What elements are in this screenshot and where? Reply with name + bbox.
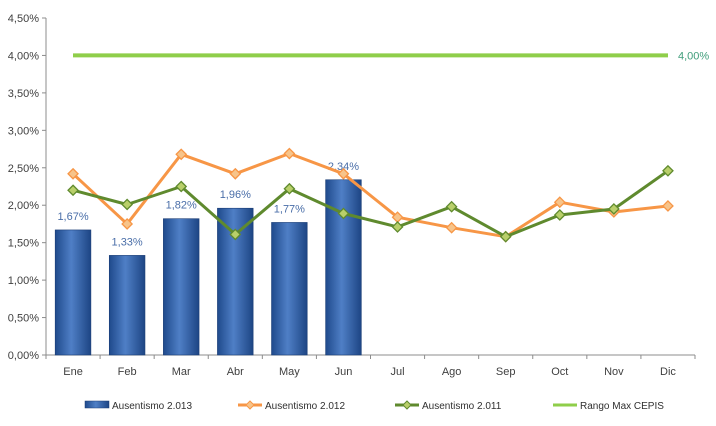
y-tick-label: 4,50% (8, 13, 39, 25)
series-marker-1 (283, 147, 296, 160)
legend-marker (245, 400, 255, 410)
legend-label: Ausentismo 2.013 (112, 401, 192, 412)
x-tick-label: Abr (227, 366, 244, 378)
series-marker-2 (229, 228, 242, 241)
y-tick-label: 0,50% (8, 313, 39, 325)
series-marker-1 (175, 148, 188, 161)
x-tick-label: May (279, 366, 300, 378)
y-tick-label: 2,50% (8, 163, 39, 175)
series-marker-1 (337, 167, 350, 180)
y-tick-label: 0,00% (8, 350, 39, 362)
legend-label: Rango Max CEPIS (580, 401, 664, 412)
series-marker-2 (121, 198, 134, 211)
legend-label: Ausentismo 2.011 (422, 401, 502, 412)
bar-feb (108, 255, 146, 356)
series-marker-1 (229, 167, 242, 180)
x-tick-label: Ene (63, 366, 83, 378)
series-marker-2 (662, 164, 674, 177)
series-marker-1 (445, 221, 458, 234)
legend-swatch-bar (84, 400, 110, 409)
bar-ene (54, 229, 92, 356)
series-marker-1 (553, 196, 566, 209)
bar-jun (325, 179, 362, 356)
x-tick-label: Jul (391, 366, 405, 378)
series-marker-2 (499, 230, 512, 243)
bar-data-label: 1,96% (220, 189, 251, 201)
x-tick-label: Sep (496, 366, 516, 378)
series-marker-1 (67, 167, 79, 180)
x-tick-label: Mar (172, 366, 191, 378)
series-line-2 (72, 169, 669, 239)
series-marker-2 (283, 182, 296, 195)
series-marker-2 (607, 203, 620, 215)
range-end-label: 4,00% (678, 50, 709, 62)
legend: Ausentismo 2.013 Ausentismo 2.012 Ausentis… (84, 400, 664, 412)
x-tick-label: Oct (551, 366, 568, 378)
legend-marker (402, 400, 412, 410)
y-tick-label: 3,50% (8, 88, 39, 100)
series-marker-2 (175, 180, 188, 193)
series-line-1 (71, 152, 669, 239)
x-tick-label: Jun (335, 366, 353, 378)
bar-data-label: 1,82% (166, 200, 197, 212)
plot-area: 0,00% 0,50% 1,00% 1,50% 2,00% 2,50% 3,00% 3,50%… (8, 13, 710, 378)
y-tick-label: 3,00% (8, 125, 39, 137)
series-marker-2 (67, 184, 79, 197)
series-marker-1 (662, 200, 674, 212)
y-tick-label: 2,00% (8, 200, 39, 212)
bar-mar (163, 218, 200, 356)
series-marker-2 (445, 200, 458, 213)
bar-data-label: 1,67% (57, 211, 88, 223)
series-marker-2 (553, 209, 566, 221)
bar-may (271, 222, 308, 356)
bar-data-label: 1,33% (112, 236, 143, 248)
y-tick-label: 1,00% (8, 275, 39, 287)
x-tick-label: Dic (660, 366, 676, 378)
bar-data-label: 1,77% (274, 203, 305, 215)
x-tick-label: Nov (604, 366, 624, 378)
x-tick-label: Ago (442, 366, 462, 378)
legend-label: Ausentismo 2.012 (265, 401, 345, 412)
series-marker-2 (337, 207, 350, 220)
y-tick-label: 1,50% (8, 238, 39, 250)
series-marker-1 (121, 218, 134, 230)
x-tick-label: Feb (118, 366, 137, 378)
y-tick-label: 4,00% (8, 50, 39, 62)
series-marker-2 (391, 221, 404, 233)
